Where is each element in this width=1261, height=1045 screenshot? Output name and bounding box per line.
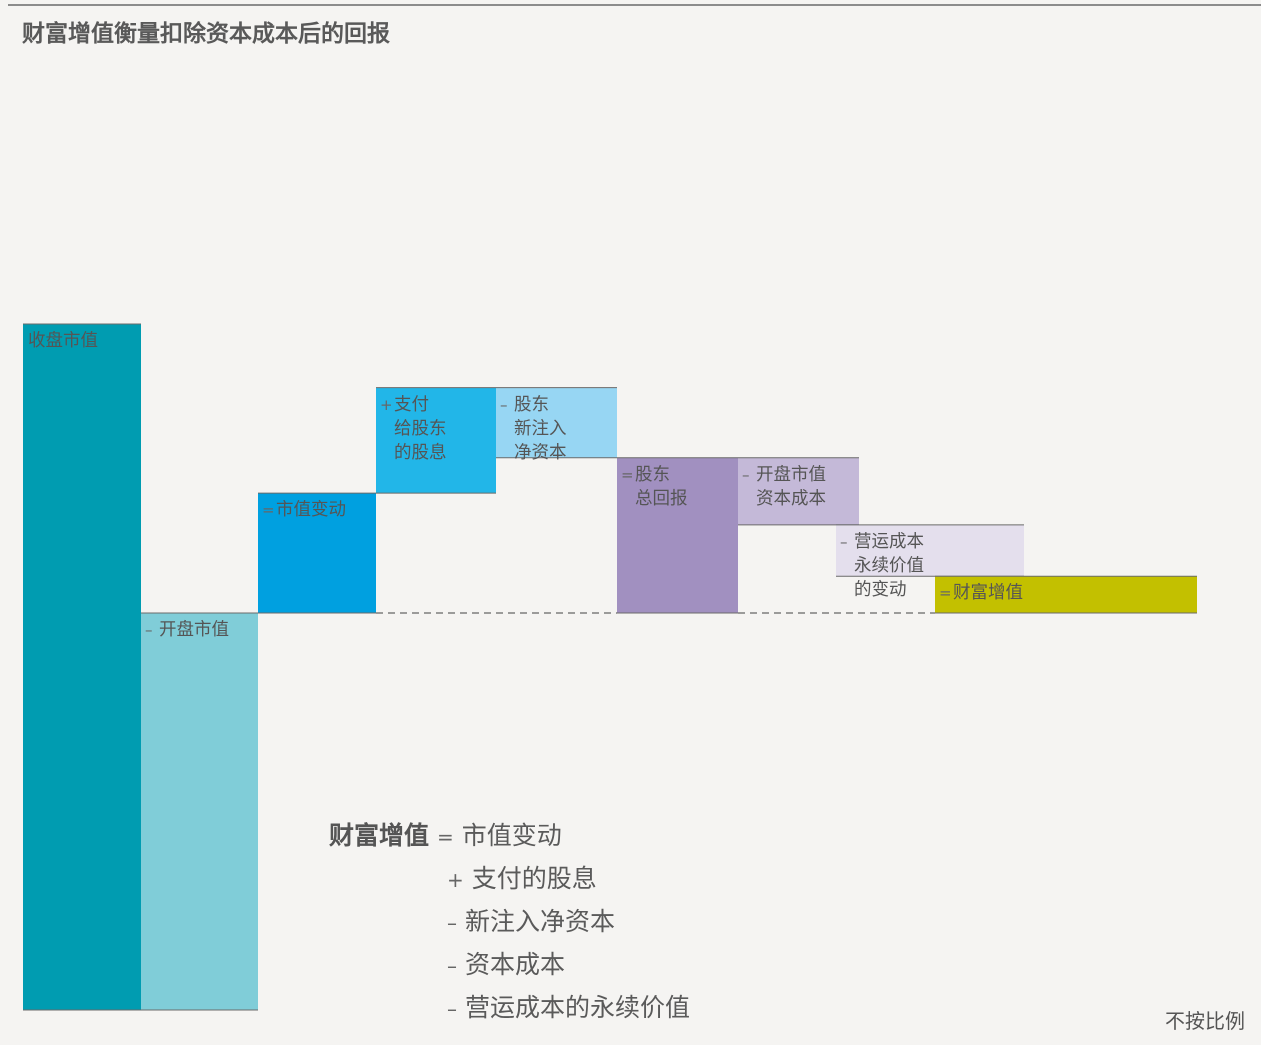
bar-label: = 财富增值 [935,581,1023,605]
formula-term: 新注入净资本 [464,907,615,936]
formula-op: = [436,825,454,849]
bar-label-text: 开盘市值 [159,620,229,640]
formula-op: – [447,911,457,935]
bar-label: – 开盘市值 [141,618,229,642]
chart-title: 财富增值衡量扣除资本成本后的回报 [22,21,390,47]
bar-label-text: 营运成本 永续价值 的变动 [854,531,924,600]
bar-label-operator: – [742,465,750,484]
formula-row-5: – 营运成本的永续价值 [447,990,690,1027]
formula-term: 营运成本的永续价值 [464,993,690,1022]
bar-label: 收盘市值 [23,329,98,353]
formula-row-2: + 支付的股息 [447,861,597,898]
bar-label-operator: – [145,621,153,639]
bar-label-text: 收盘市值 [28,331,98,351]
waterfall-bar [23,324,141,1010]
formula-row-1: 财富增值 = 市值变动 [329,818,562,855]
waterfall-bar [836,524,1024,577]
bar-label-operator: + [380,395,393,414]
bar-label-text: 财富增值 [953,583,1023,604]
bar-label-text: 开盘市值 资本成本 [756,464,826,509]
top-rule [8,4,1261,6]
formula-term: 资本成本 [464,950,565,979]
bar-label-text: 股东 总回报 [635,464,688,509]
bar-label-operator: = [262,501,275,520]
waterfall-bar [738,457,859,525]
bar-label: – 营运成本 永续价值 的变动 [836,530,924,602]
formula-lead: 财富增值 [329,821,430,850]
bar-label-text: 市值变动 [276,500,346,521]
formula-term: 支付的股息 [471,864,597,893]
waterfall-bar [376,387,496,494]
formula-op: – [447,954,457,978]
formula-op: + [447,868,464,892]
waterfall-bar [935,576,1197,613]
waterfall-bar [258,493,376,613]
bar-label: = 股东 总回报 [617,463,688,511]
formula-row-3: – 新注入净资本 [447,904,615,941]
formula-term: 市值变动 [461,821,562,850]
bar-label-operator: = [621,465,634,484]
bar-label-text: 股东 新注入 净资本 [514,394,567,463]
bar-label: – 股东 新注入 净资本 [496,393,567,465]
waterfall-bar [496,387,617,458]
bar-label-operator: – [840,532,848,551]
bar-label: + 支付 给股东 的股息 [376,393,447,465]
bar-label: – 开盘市值 资本成本 [738,463,826,511]
formula-row-4: – 资本成本 [447,947,565,984]
bar-label-text: 支付 给股东 的股息 [394,394,447,463]
bar-label-operator: = [939,584,952,603]
scale-note: 不按比例 [1165,1009,1245,1033]
formula-op: – [447,997,457,1021]
waterfall-bar [141,613,258,1010]
waterfall-bar [617,457,738,613]
bar-label-operator: – [500,395,508,414]
bar-label: = 市值变动 [258,498,346,522]
